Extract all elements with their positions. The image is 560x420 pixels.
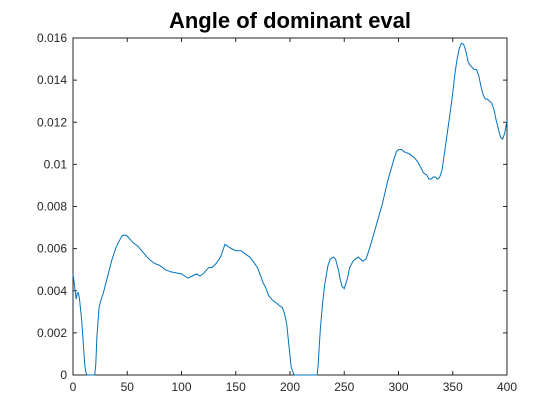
chart-title: Angle of dominant eval [169, 8, 411, 33]
x-axis: 0 50 100 150 200 250 300 350 400 [70, 38, 517, 394]
y-tick-label: 0.002 [37, 326, 67, 340]
x-tick-label: 100 [171, 380, 191, 394]
y-tick-label: 0.014 [37, 73, 67, 87]
y-tick-label: 0.008 [37, 200, 67, 214]
x-tick-label: 400 [497, 380, 517, 394]
y-axis: 0 0.002 0.004 0.006 0.008 0.01 0.012 0.014 0.016 [37, 31, 507, 382]
x-tick-label: 350 [443, 380, 463, 394]
x-tick-label: 250 [334, 380, 354, 394]
y-tick-label: 0 [60, 368, 67, 382]
x-tick-label: 50 [121, 380, 135, 394]
y-tick-label: 0.006 [37, 242, 67, 256]
y-tick-label: 0.004 [37, 284, 67, 298]
series-layer [72, 42, 508, 376]
x-tick-label: 200 [280, 380, 300, 394]
y-tick-label: 0.01 [44, 157, 68, 171]
x-tick-label: 150 [226, 380, 246, 394]
plot-area-box [72, 37, 508, 376]
x-tick-label: 0 [70, 380, 77, 394]
x-tick-label: 300 [388, 380, 408, 394]
y-tick-label: 0.012 [37, 115, 67, 129]
series-line [72, 42, 508, 376]
y-tick-label: 0.016 [37, 31, 67, 45]
